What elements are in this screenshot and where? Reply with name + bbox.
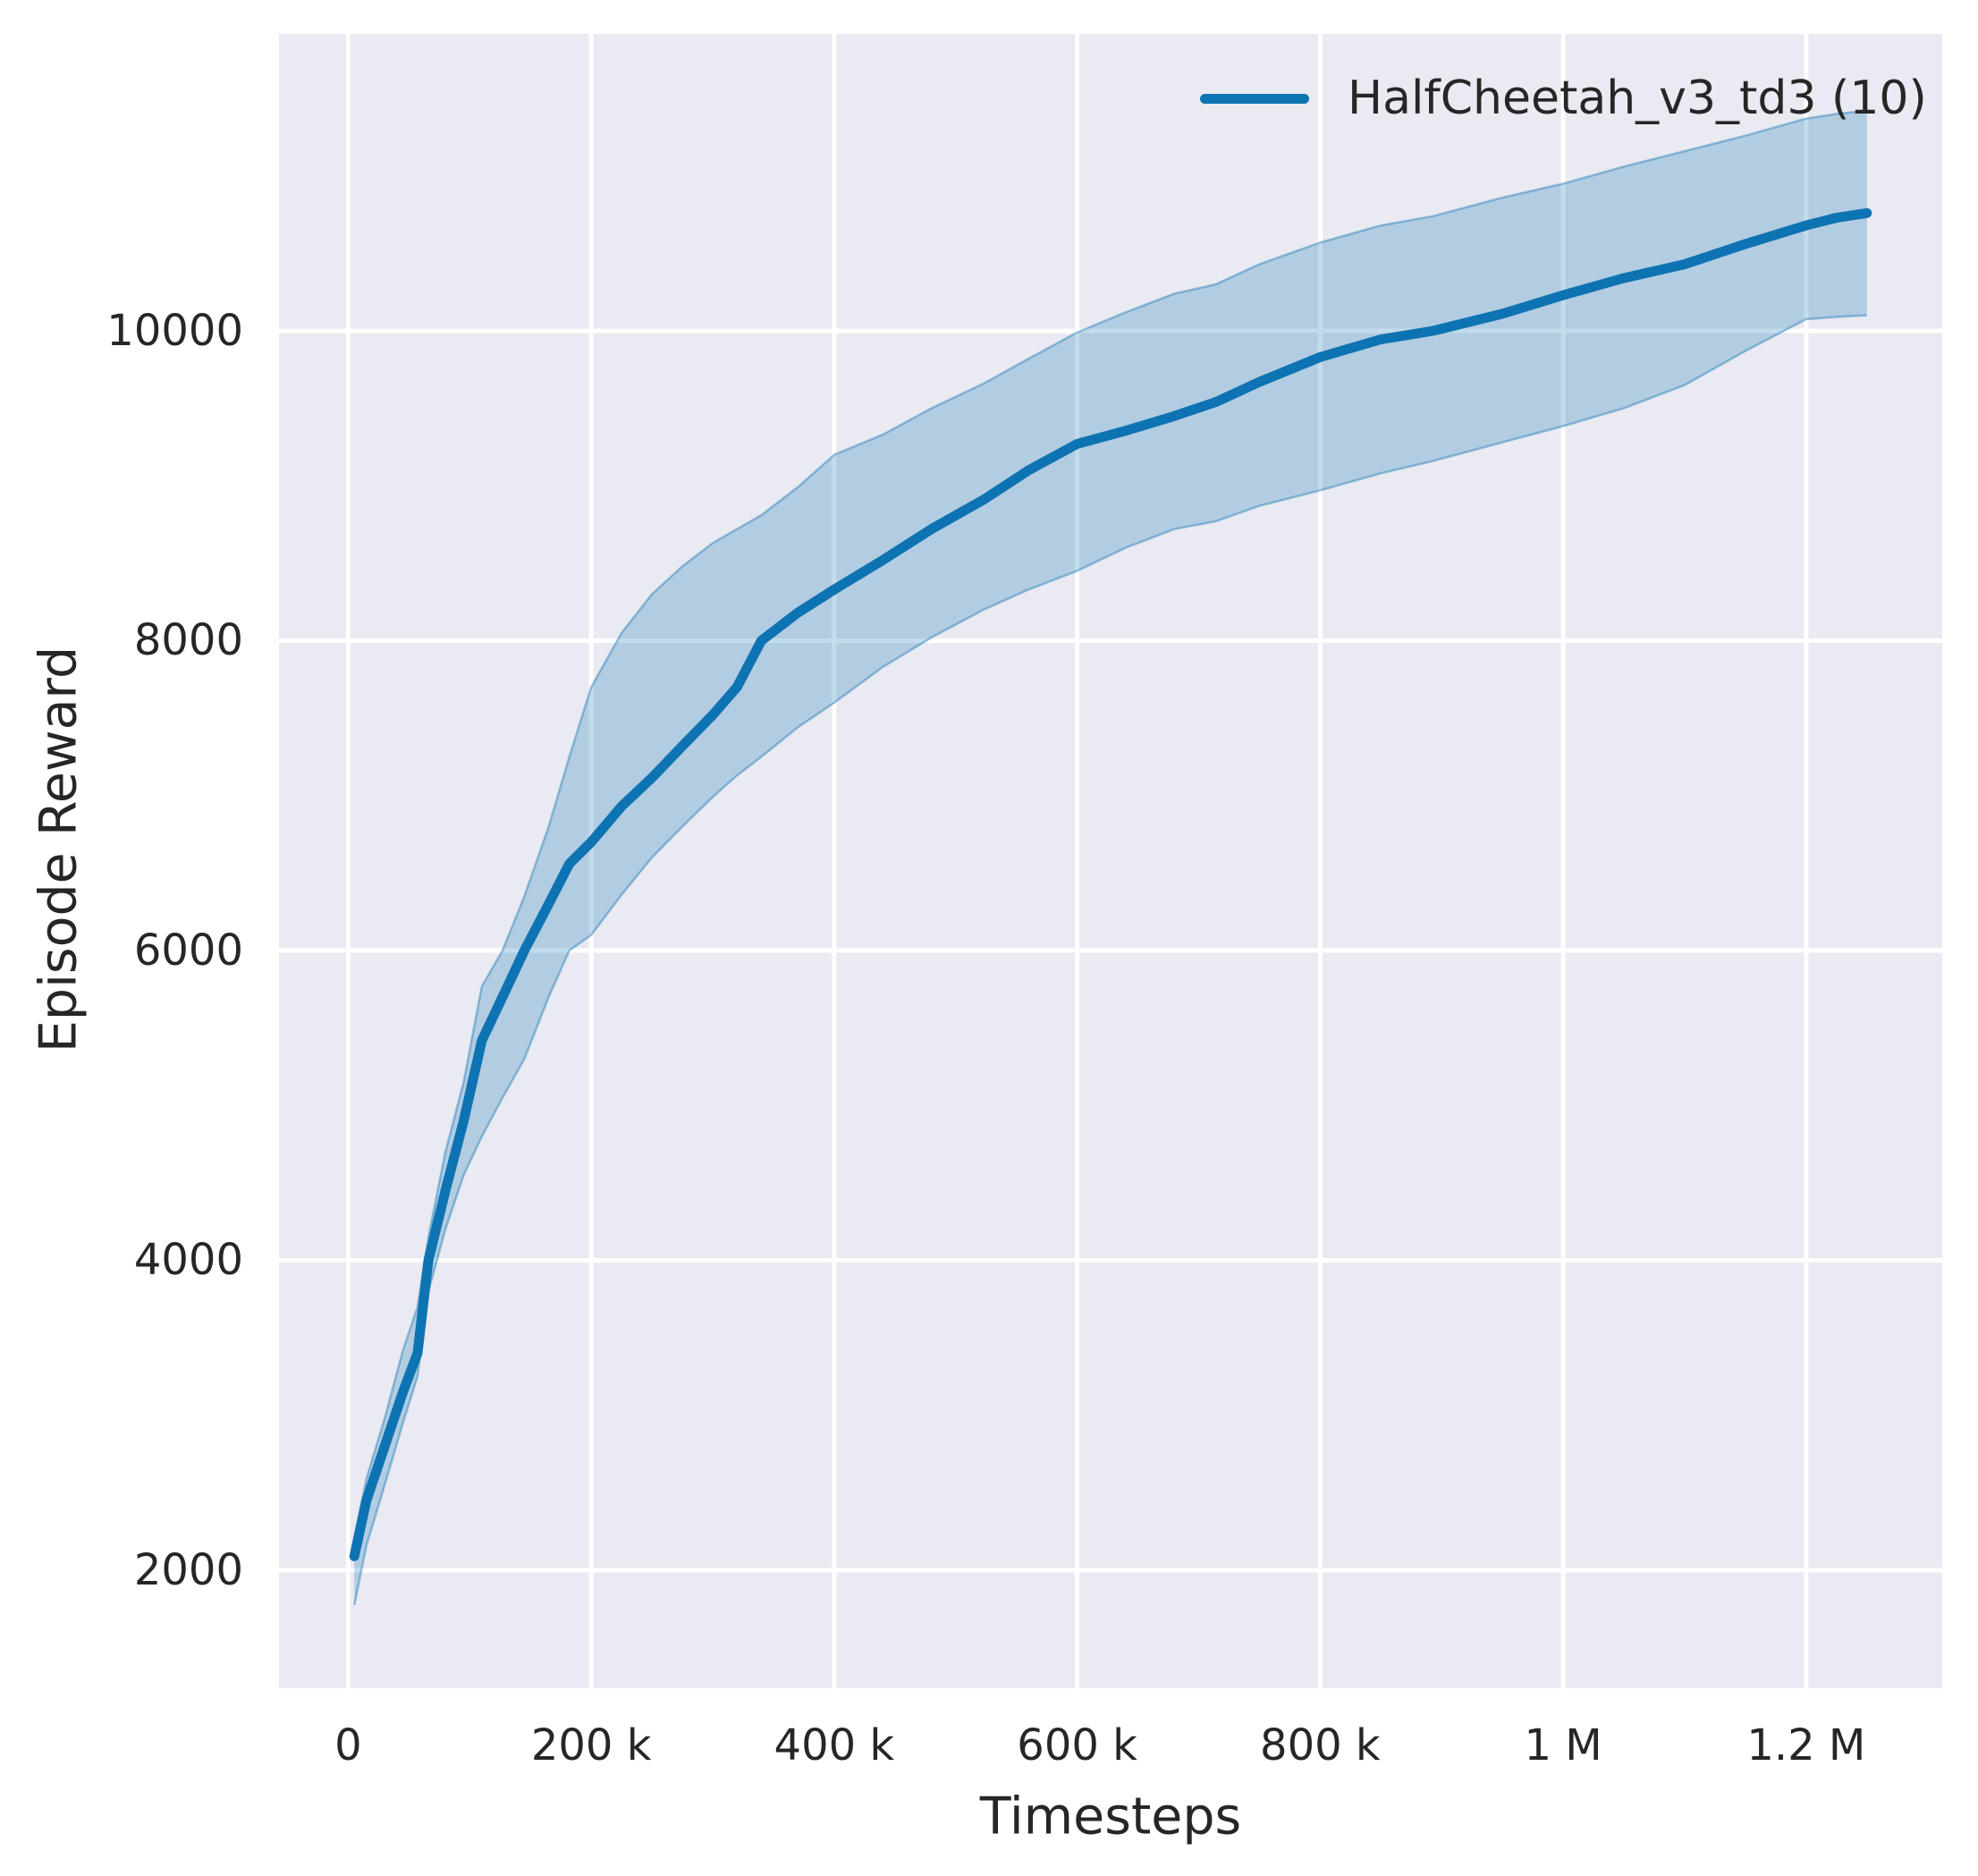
- y-tick-label: 6000: [133, 925, 243, 976]
- x-axis-title: Timesteps: [979, 1787, 1242, 1846]
- mean-line: [349, 207, 1872, 1561]
- y-tick-label: 2000: [133, 1544, 243, 1595]
- confidence-band-lower-edge: [352, 314, 1867, 1606]
- legend-label: HalfCheetah_v3_td3 (10): [1348, 72, 1927, 125]
- y-axis-title: Episode Reward: [29, 646, 89, 1053]
- y-tick-label: 4000: [133, 1235, 243, 1286]
- confidence-band-upper-edge: [352, 109, 1867, 1538]
- x-tick-label: 800 k: [1260, 1720, 1381, 1770]
- x-tick-label: 400 k: [773, 1720, 895, 1770]
- x-tick-label: 0: [334, 1720, 362, 1770]
- x-tick-label: 200 k: [530, 1720, 652, 1770]
- y-tick-label: 10000: [106, 305, 243, 356]
- confidence-band: [354, 110, 1867, 1605]
- x-tick-label: 1.2 M: [1746, 1720, 1866, 1770]
- x-tick-label: 1 M: [1524, 1720, 1602, 1770]
- legend-line-swatch: [1200, 93, 1309, 104]
- x-tick-label: 600 k: [1017, 1720, 1137, 1770]
- axes-background: [279, 34, 1942, 1688]
- y-tick-label: 8000: [133, 615, 243, 666]
- legend: HalfCheetah_v3_td3 (10): [1200, 75, 1927, 122]
